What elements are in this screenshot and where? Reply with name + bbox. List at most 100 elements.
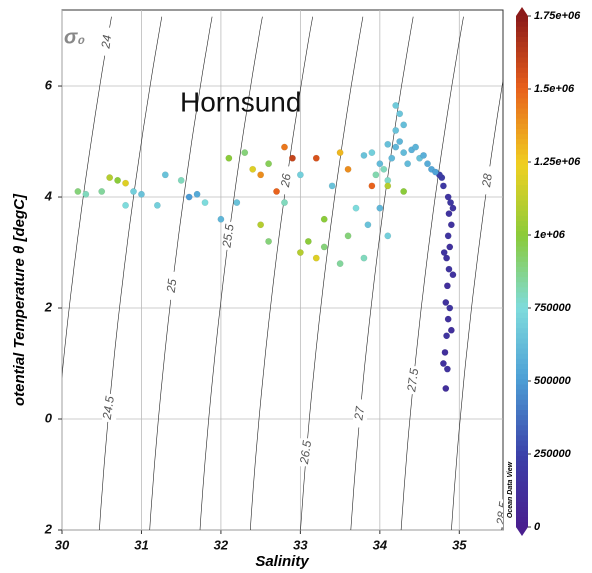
point (217, 215, 225, 223)
colorbar-cell (516, 107, 528, 114)
colorbar-cell (516, 363, 528, 370)
label-bg (480, 166, 495, 195)
point (153, 201, 161, 209)
colorbar-cell (516, 245, 528, 252)
point (443, 332, 450, 340)
point (265, 238, 272, 245)
point (138, 190, 145, 198)
label-bg (221, 221, 236, 250)
plot-area (61, 9, 504, 531)
point (372, 171, 380, 179)
point (432, 168, 439, 176)
isopycnal (350, 16, 414, 530)
colorbar-cell (516, 199, 528, 206)
point (296, 249, 304, 256)
isopycnal (451, 78, 503, 530)
point (352, 204, 360, 212)
colorbar-cell (516, 312, 528, 318)
x-tick-label: 31 (134, 537, 148, 552)
point (296, 171, 304, 179)
colorbar-cell (516, 56, 528, 63)
point (336, 149, 344, 157)
colorbar-cell (516, 486, 528, 492)
point (201, 199, 209, 206)
colorbar-cell (516, 353, 528, 359)
colorbar-cell (516, 337, 528, 344)
colorbar-cell (516, 332, 528, 339)
x-tick-label: 32 (214, 537, 229, 552)
point (257, 221, 265, 229)
point (122, 201, 129, 209)
point (380, 165, 388, 173)
point (404, 160, 412, 168)
point (320, 243, 328, 251)
colorbar-cell (516, 46, 528, 53)
isopycnal (199, 16, 263, 530)
colorbar-cell (516, 389, 528, 395)
point (241, 149, 249, 157)
colorbar-cell (516, 159, 528, 165)
point (384, 232, 392, 240)
point (441, 349, 449, 356)
colorbar-cell (516, 450, 528, 456)
point (368, 149, 376, 157)
x-tick-label: 34 (373, 537, 388, 552)
colorbar-cell (516, 153, 528, 160)
point (344, 165, 352, 173)
colorbar-cell (516, 133, 528, 140)
x-tick-label: 35 (452, 537, 467, 552)
point (447, 199, 454, 206)
point (443, 254, 450, 262)
colorbar-cell (516, 368, 528, 375)
point (360, 254, 368, 262)
contour-label: 28 (479, 172, 495, 188)
colorbar-cell (516, 440, 528, 446)
point (364, 221, 372, 229)
point (420, 152, 427, 159)
label-bg (102, 393, 117, 422)
point (444, 315, 452, 323)
colorbar-cell (516, 77, 528, 83)
point (265, 160, 272, 168)
colorbar-cell (516, 21, 528, 27)
colorbar-cell (516, 67, 528, 73)
point (185, 193, 193, 201)
isopycnal (400, 16, 464, 530)
colorbar-label: 0 (534, 521, 541, 533)
colorbar-cell (516, 82, 528, 89)
colorbar: 0 250000 500000 750000 1e+06 1.25e+06 1.5e+06 1… (516, 7, 581, 536)
colorbar-cell (516, 72, 528, 78)
colorbar-cell (516, 266, 528, 272)
colorbar-cell (516, 521, 528, 528)
colorbar-cell (516, 164, 528, 170)
x-tick-label: 30 (55, 537, 70, 552)
colorbar-label: 1.25e+06 (534, 156, 581, 168)
point (445, 265, 453, 273)
point (400, 188, 408, 195)
colorbar-cell (516, 394, 528, 400)
point (304, 238, 312, 245)
colorbar-cell (516, 317, 528, 324)
point (449, 271, 457, 279)
point (447, 221, 455, 229)
contour-label: 24 (98, 34, 114, 50)
point (443, 282, 451, 290)
point (328, 182, 336, 190)
contour-label: 24.5 (100, 395, 117, 421)
colorbar-cell (516, 271, 528, 278)
point (312, 254, 320, 262)
point (392, 127, 400, 134)
point (412, 143, 419, 151)
colorbar-cell (516, 455, 528, 462)
contour-title: σ₀ (64, 26, 85, 48)
colorbar-cell (516, 225, 528, 232)
colorbar-cell (516, 322, 528, 329)
point (444, 232, 452, 240)
point (442, 299, 450, 306)
colorbar-cell (516, 343, 528, 349)
colorbar-cell (516, 496, 528, 502)
colorbar-label: 750000 (534, 302, 572, 314)
contours: 24 24.5 25 25.5 26 26.5 27 27.5 28 28.5 (62, 16, 503, 530)
colorbar-cell (516, 404, 528, 410)
